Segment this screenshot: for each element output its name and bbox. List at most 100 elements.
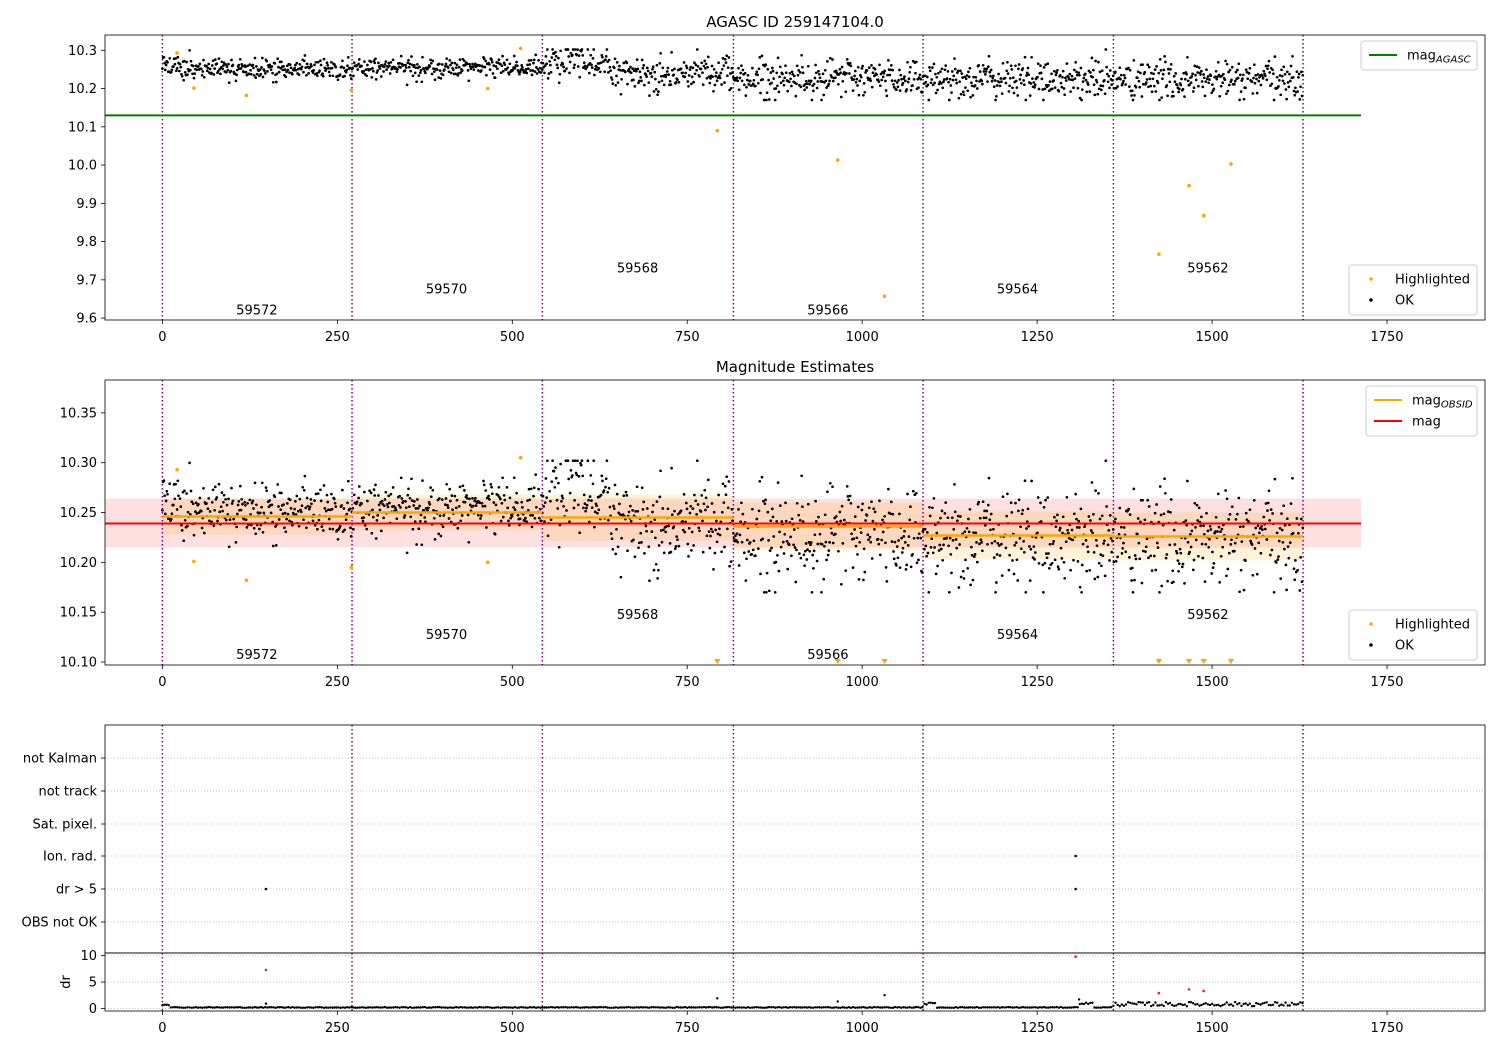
middle-ok-point (1183, 582, 1186, 585)
top-ok-point (341, 59, 344, 63)
top-ok-point (1000, 92, 1004, 95)
middle-ok-point (386, 505, 390, 509)
middle-ok-point (1106, 543, 1110, 547)
top-ok-point (601, 55, 604, 59)
top-ok-point (1081, 80, 1085, 83)
dr-point (1282, 1004, 1285, 1007)
middle-ok-point (701, 519, 704, 523)
middle-ok-point (446, 503, 449, 507)
top-ok-point (1297, 76, 1300, 79)
middle-ok-point (361, 519, 365, 523)
middle-ok-point (977, 500, 981, 504)
dr-point (413, 1006, 416, 1009)
top-ok-point (861, 64, 864, 68)
top-ok-point (237, 63, 241, 67)
middle-ok-point (352, 528, 355, 531)
dr-point (585, 1005, 588, 1009)
top-ok-point (416, 63, 419, 66)
top-ok-point (1077, 71, 1081, 75)
dr-point (255, 1006, 259, 1009)
top-ok-point (197, 64, 200, 68)
middle-ok-point (606, 490, 610, 494)
top-ok-point (548, 59, 551, 63)
top-ok-point (1223, 78, 1227, 82)
top-ok-point (1300, 94, 1304, 98)
top-ok-point (348, 66, 352, 70)
top-ok-point (558, 72, 562, 76)
middle-ok-point (235, 525, 238, 529)
top-ok-point (305, 62, 309, 66)
top-ok-point (688, 68, 692, 71)
dr-point (767, 1005, 771, 1009)
dr-point (505, 1006, 508, 1009)
top-ok-point (690, 82, 693, 86)
middle-ok-point (242, 517, 246, 521)
middle-ok-point (415, 543, 418, 546)
dr-point (1017, 1006, 1021, 1009)
middle-ok-point (244, 518, 248, 522)
top-ok-point (438, 62, 441, 66)
dr-point (1242, 1002, 1245, 1006)
middle-ok-point (341, 488, 344, 492)
dr-point (549, 1005, 552, 1009)
middle-ok-point (720, 550, 723, 554)
middle-ok-point (1283, 523, 1287, 527)
top-ok-point (420, 80, 424, 84)
top-ok-point (845, 72, 848, 75)
top-ok-point (1241, 73, 1245, 77)
top-ok-point (251, 63, 255, 67)
middle-clipped-marker (1227, 659, 1235, 664)
top-ok-point (454, 72, 457, 76)
middle-ok-point (709, 534, 712, 538)
top-ok-point (252, 66, 255, 70)
top-ok-point (797, 69, 801, 72)
middle-ok-point (893, 540, 897, 544)
middle-ok-point (931, 506, 934, 510)
top-ok-point (651, 67, 654, 71)
top-ok-point (175, 66, 179, 70)
top-ok-point (213, 58, 217, 61)
dr-point (1156, 1004, 1159, 1007)
top-ok-point (642, 64, 646, 67)
middle-ok-point (234, 541, 238, 544)
middle-ok-point (712, 568, 715, 571)
top-ok-point (1202, 73, 1205, 76)
middle-ok-point (529, 513, 532, 517)
dr-point (902, 1006, 905, 1009)
middle-ok-point (179, 505, 183, 508)
dr-x-tick-label: 1500 (1196, 1021, 1229, 1036)
middle-ok-point (1055, 519, 1058, 523)
top-ok-point (814, 63, 817, 67)
top-ok-point (775, 71, 779, 75)
middle-ok-point (466, 513, 470, 517)
top-ok-point (364, 68, 368, 72)
middle-ok-point (283, 511, 287, 515)
dr-point (589, 1006, 592, 1009)
top-ok-point (580, 48, 584, 51)
top-ok-point (668, 79, 672, 83)
middle-ok-point (797, 513, 801, 517)
middle-ok-point (427, 506, 430, 510)
middle-ok-point (1039, 520, 1043, 523)
middle-clipped-marker (834, 659, 841, 664)
middle-ok-point (1283, 547, 1286, 551)
top-ok-point (1114, 70, 1117, 74)
top-ok-point (352, 61, 356, 64)
middle-ok-point (731, 531, 735, 535)
top-ok-point (863, 90, 867, 94)
middle-ok-point (1188, 550, 1191, 554)
top-ok-point (1205, 68, 1208, 72)
middle-ok-point (824, 540, 828, 544)
top-y-tick-label: 10.3 (68, 44, 97, 59)
dr-point (593, 1006, 597, 1009)
top-ok-point (784, 71, 788, 75)
top-ok-point (715, 79, 719, 83)
dr-point (352, 1006, 355, 1009)
top-ok-point (1136, 76, 1139, 80)
dr-point (366, 1006, 370, 1009)
top-ok-point (1098, 70, 1102, 74)
middle-ok-point (344, 518, 348, 522)
top-ok-point (911, 84, 914, 87)
top-ok-point (970, 81, 973, 85)
dr-point (299, 1006, 303, 1009)
